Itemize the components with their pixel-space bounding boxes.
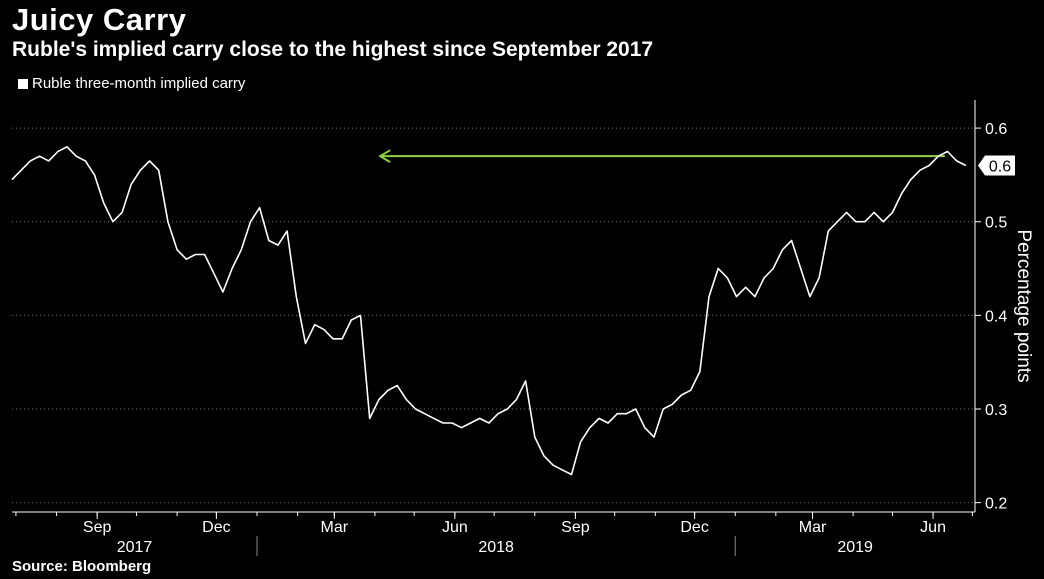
legend: Ruble three-month implied carry <box>18 75 245 92</box>
y-axis-label: Percentage points <box>1013 229 1034 382</box>
legend-swatch <box>18 78 28 89</box>
y-tick-label: 0.5 <box>985 215 1007 232</box>
x-tick-label: Jun <box>442 519 468 536</box>
y-tick-label: 0.3 <box>985 402 1007 419</box>
x-tick-label: Dec <box>202 519 230 536</box>
x-tick-label: Sep <box>83 519 112 536</box>
legend-label: Ruble three-month implied carry <box>32 75 246 92</box>
x-tick-label: Mar <box>799 519 827 536</box>
chart-title: Juicy Carry <box>12 2 187 37</box>
last-value-tag <box>978 155 1015 176</box>
year-label: 2017 <box>117 539 153 556</box>
x-tick-label: Dec <box>680 519 708 536</box>
annotation-arrow-head <box>378 149 391 164</box>
year-label: 2019 <box>837 539 873 556</box>
series-line <box>11 146 967 476</box>
chart-subtitle: Ruble's implied carry close to the highe… <box>12 38 654 61</box>
x-tick-label: Mar <box>321 519 349 536</box>
last-value-label: 0.6 <box>989 159 1011 176</box>
year-label: 2018 <box>478 539 514 556</box>
y-tick-label: 0.2 <box>985 496 1007 513</box>
x-tick-label: Jun <box>920 519 946 536</box>
y-tick-label: 0.4 <box>985 308 1007 325</box>
source-note: Source: Bloomberg <box>12 558 152 575</box>
y-tick-label: 0.6 <box>985 121 1007 138</box>
x-tick-label: Sep <box>561 519 590 536</box>
